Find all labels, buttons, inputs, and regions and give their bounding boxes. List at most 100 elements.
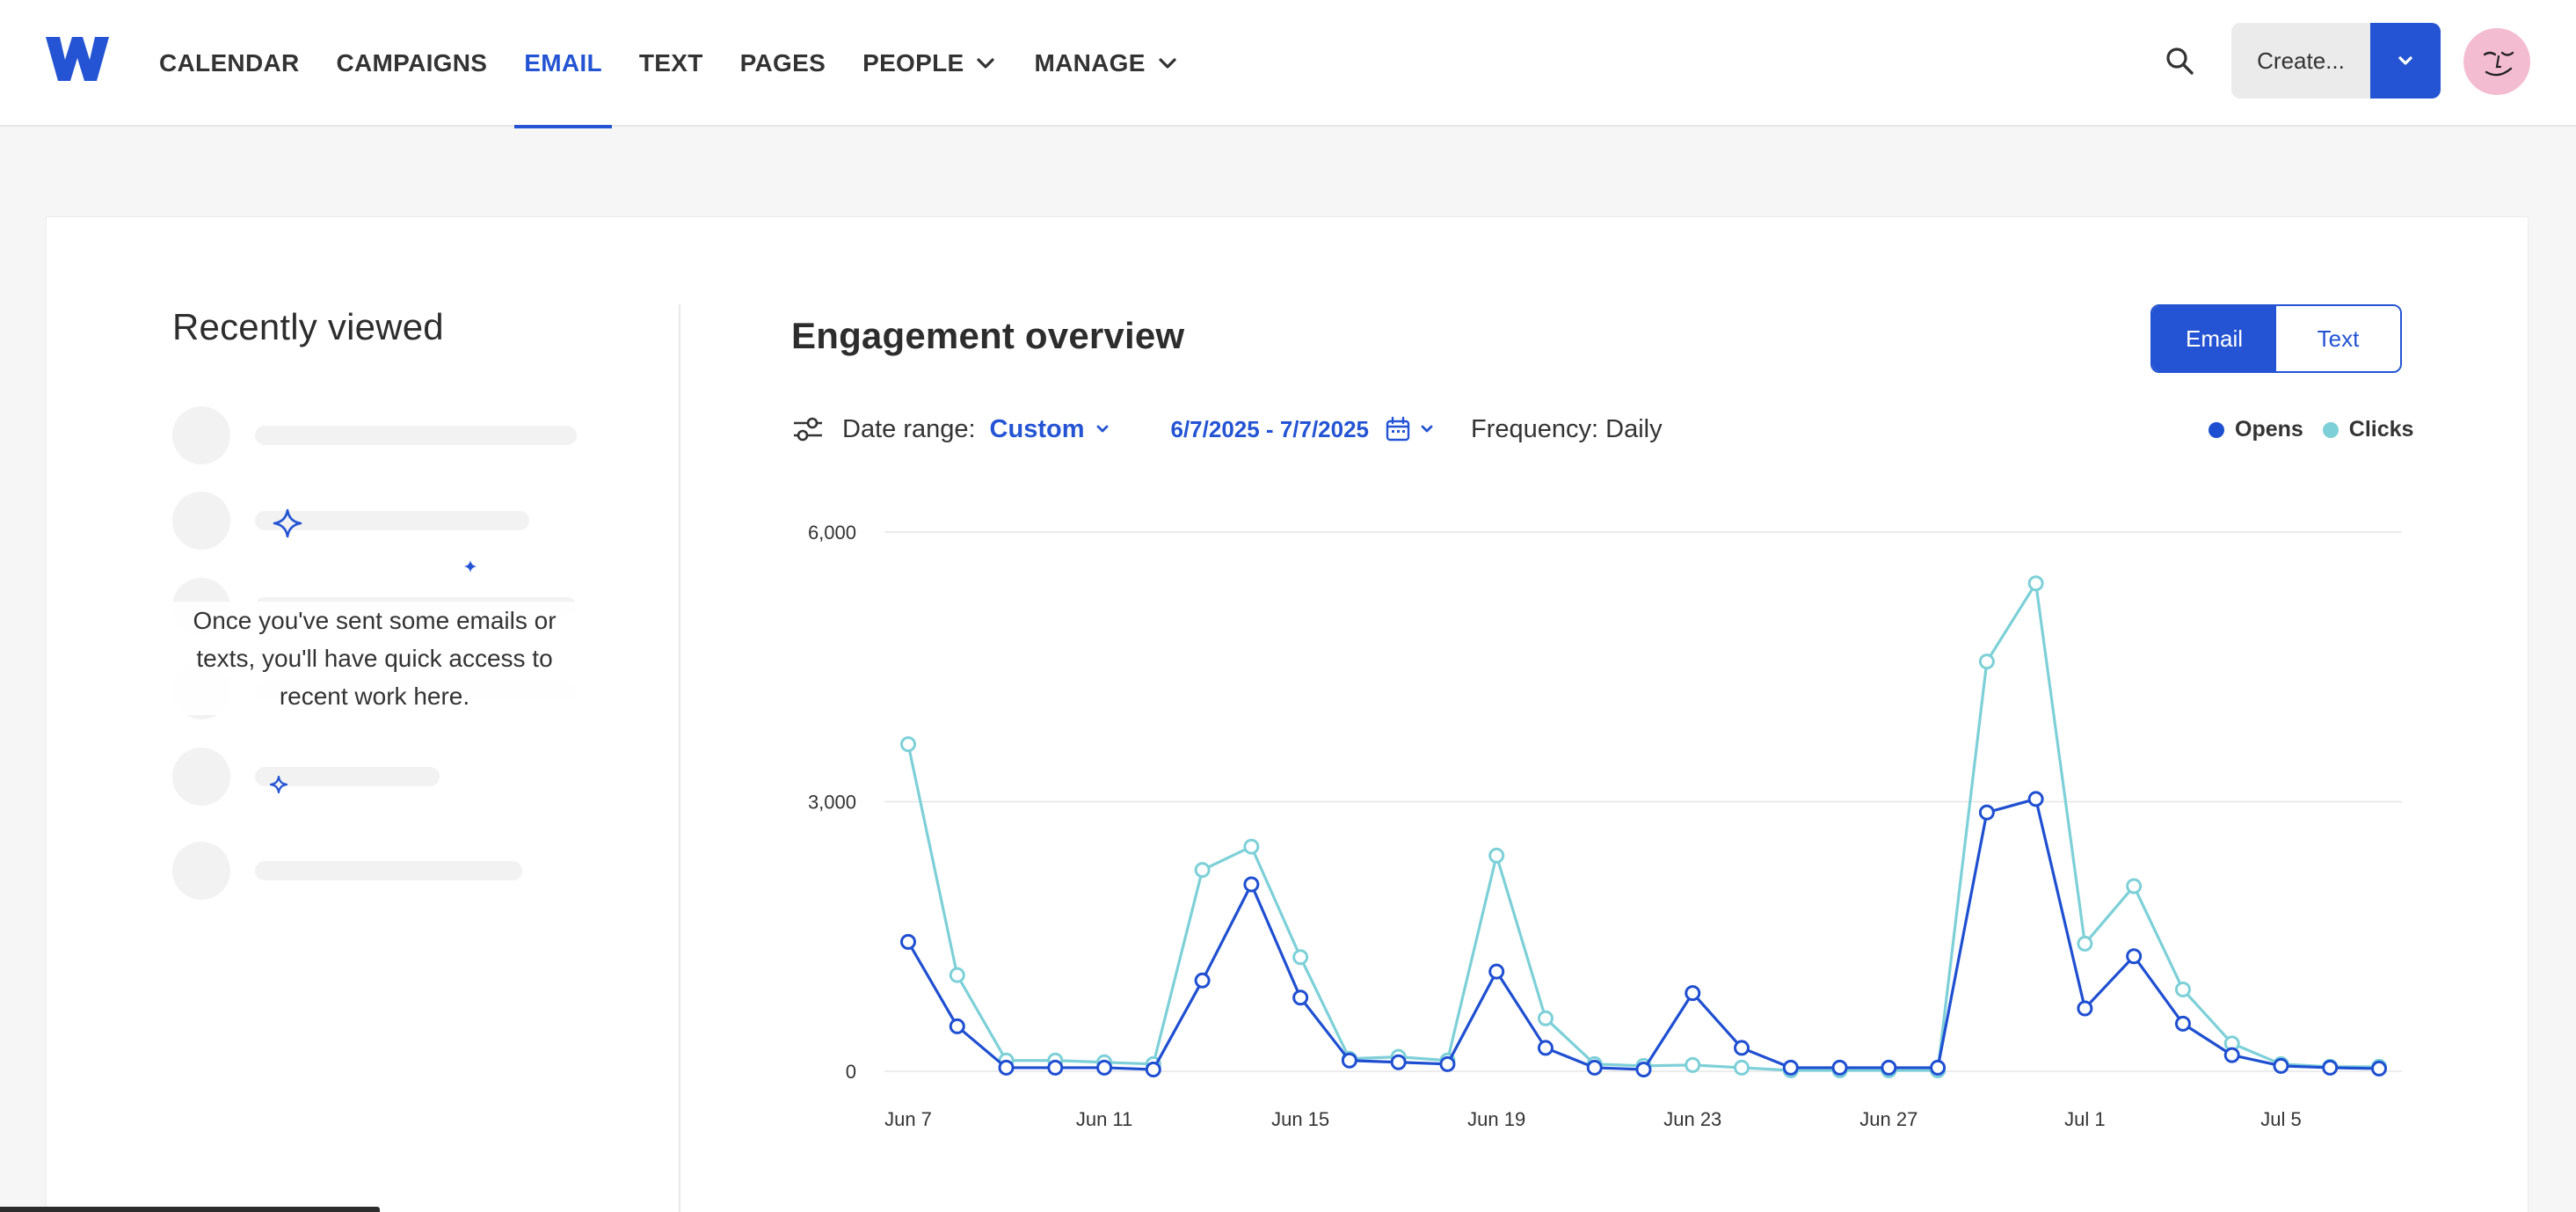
nav-email[interactable]: EMAIL: [506, 0, 621, 128]
data-point-opens: [1488, 963, 1505, 980]
toggle-email-button[interactable]: Email: [2152, 306, 2276, 371]
y-tick-label: 0: [846, 1061, 856, 1083]
x-tick-label: Jun 19: [1467, 1108, 1525, 1130]
calendar-icon: [1386, 416, 1410, 442]
data-point-opens: [1685, 985, 1701, 1002]
nav-people[interactable]: PEOPLE: [844, 0, 1015, 127]
chevron-down-icon: [977, 58, 995, 69]
x-tick-label: Jul 5: [2260, 1108, 2301, 1130]
data-point-clicks: [1685, 1056, 1701, 1073]
series-line-clicks: [906, 581, 2379, 1072]
skeleton-line: [255, 767, 440, 786]
nav-pages[interactable]: PAGES: [722, 0, 844, 127]
nav-text-label: TEXT: [638, 49, 703, 77]
sparkle-icon: [270, 776, 287, 793]
skeleton-line: [255, 861, 522, 880]
date-range-dates: 6/7/2025 - 7/7/2025: [1170, 415, 1370, 442]
nav-email-label: EMAIL: [524, 49, 602, 77]
data-point-opens: [900, 933, 916, 950]
x-tick-label: Jun 15: [1271, 1108, 1329, 1130]
data-point-opens: [1881, 1059, 1897, 1076]
data-point-clicks: [2174, 982, 2191, 998]
data-point-opens: [1194, 972, 1211, 989]
data-point-opens: [1930, 1059, 1947, 1076]
x-tick-label: Jun 11: [1076, 1108, 1132, 1130]
skeleton-thumbnail: [172, 406, 230, 464]
date-range-select[interactable]: Custom: [990, 415, 1111, 444]
nav-pages-label: PAGES: [739, 49, 826, 77]
chevron-down-icon: [1159, 58, 1176, 69]
legend-label-opens: Opens: [2235, 417, 2303, 442]
data-point-clicks: [1292, 949, 1309, 966]
nav-people-label: PEOPLE: [862, 49, 964, 77]
y-tick-label: 6,000: [808, 522, 856, 544]
data-point-opens: [1243, 876, 1260, 893]
sparkle-icon: [464, 560, 477, 573]
nav-campaigns-label: CAMPAIGNS: [336, 49, 488, 77]
search-button[interactable]: [2159, 40, 2200, 81]
scroll-indicator: [0, 1207, 380, 1212]
data-point-opens: [1341, 1052, 1357, 1069]
data-point-opens: [1439, 1055, 1456, 1072]
chevron-down-icon: [2398, 56, 2412, 65]
data-point-opens: [1047, 1059, 1064, 1076]
create-dropdown-button[interactable]: [2370, 23, 2441, 99]
data-point-clicks: [1194, 862, 1211, 879]
data-point-opens: [2273, 1057, 2289, 1074]
section-divider: [679, 304, 680, 1212]
date-picker[interactable]: 6/7/2025 - 7/7/2025: [1171, 416, 1437, 443]
nav-text[interactable]: TEXT: [621, 0, 722, 127]
legend-swatch-clicks: [2322, 421, 2339, 438]
search-icon: [2166, 47, 2194, 75]
channel-toggle: Email Text: [2150, 304, 2402, 373]
data-point-opens: [2174, 1015, 2191, 1032]
x-tick-label: Jun 27: [1859, 1108, 1917, 1130]
data-point-opens: [1734, 1040, 1750, 1056]
skeleton-line: [255, 426, 577, 445]
top-nav-bar: CALENDAR CAMPAIGNS EMAIL TEXT PAGES PEOPLE MAN…: [0, 0, 2576, 128]
create-button-group: Create...: [2231, 23, 2441, 99]
chart-legend: Opens Clicks: [2209, 417, 2413, 442]
x-tick-label: Jun 7: [884, 1108, 932, 1130]
x-tick-label: Jun 23: [1663, 1108, 1721, 1130]
data-point-opens: [1292, 989, 1309, 1006]
legend-item-opens: Opens: [2209, 417, 2303, 442]
data-point-clicks: [2077, 935, 2093, 952]
data-point-opens: [1390, 1054, 1407, 1070]
data-point-opens: [2027, 791, 2044, 807]
nav-manage[interactable]: MANAGE: [1015, 0, 1197, 127]
recently-viewed-title: Recently viewed: [172, 306, 444, 347]
data-point-clicks: [949, 967, 965, 983]
toggle-text-button[interactable]: Text: [2276, 306, 2400, 371]
data-point-clicks: [2027, 575, 2044, 592]
engagement-line-chart: 0 3,000 6,000 Jun 7 Jun 11 Jun 15 Jun 19 Jun 23…: [808, 522, 2402, 1130]
create-button[interactable]: Create...: [2231, 23, 2370, 99]
sparkle-icon: [273, 508, 302, 538]
chart-filters: Date range: Custom 6/7/2025 - 7/7/2025 F…: [791, 410, 1663, 449]
y-tick-label: 3,000: [808, 792, 856, 814]
data-point-clicks: [1488, 847, 1505, 864]
main-nav: CALENDAR CAMPAIGNS EMAIL TEXT PAGES PEOPLE MAN…: [141, 0, 1197, 128]
data-point-clicks: [1537, 1010, 1554, 1026]
nav-campaigns[interactable]: CAMPAIGNS: [318, 0, 506, 127]
legend-label-clicks: Clicks: [2348, 417, 2414, 442]
data-point-opens: [1537, 1040, 1554, 1056]
data-point-opens: [1586, 1059, 1603, 1076]
skeleton-thumbnail: [172, 748, 230, 806]
chevron-down-icon: [1421, 425, 1433, 433]
avatar[interactable]: [2463, 28, 2530, 95]
data-point-clicks: [2126, 878, 2143, 894]
data-point-opens: [1635, 1061, 1652, 1077]
data-point-clicks: [900, 736, 916, 753]
data-point-opens: [1978, 804, 1995, 821]
nav-calendar-label: CALENDAR: [159, 49, 300, 77]
data-point-opens: [1096, 1059, 1113, 1076]
recently-viewed-empty-message: Once you've sent some emails or texts, y…: [172, 602, 577, 715]
winking-face-icon: [2483, 51, 2514, 77]
nav-calendar[interactable]: CALENDAR: [141, 0, 318, 127]
filter-sliders-icon[interactable]: [791, 413, 825, 446]
data-point-opens: [1831, 1059, 1848, 1076]
data-point-opens: [2223, 1047, 2240, 1063]
data-point-opens: [2371, 1060, 2387, 1077]
logo-icon[interactable]: [44, 33, 111, 83]
